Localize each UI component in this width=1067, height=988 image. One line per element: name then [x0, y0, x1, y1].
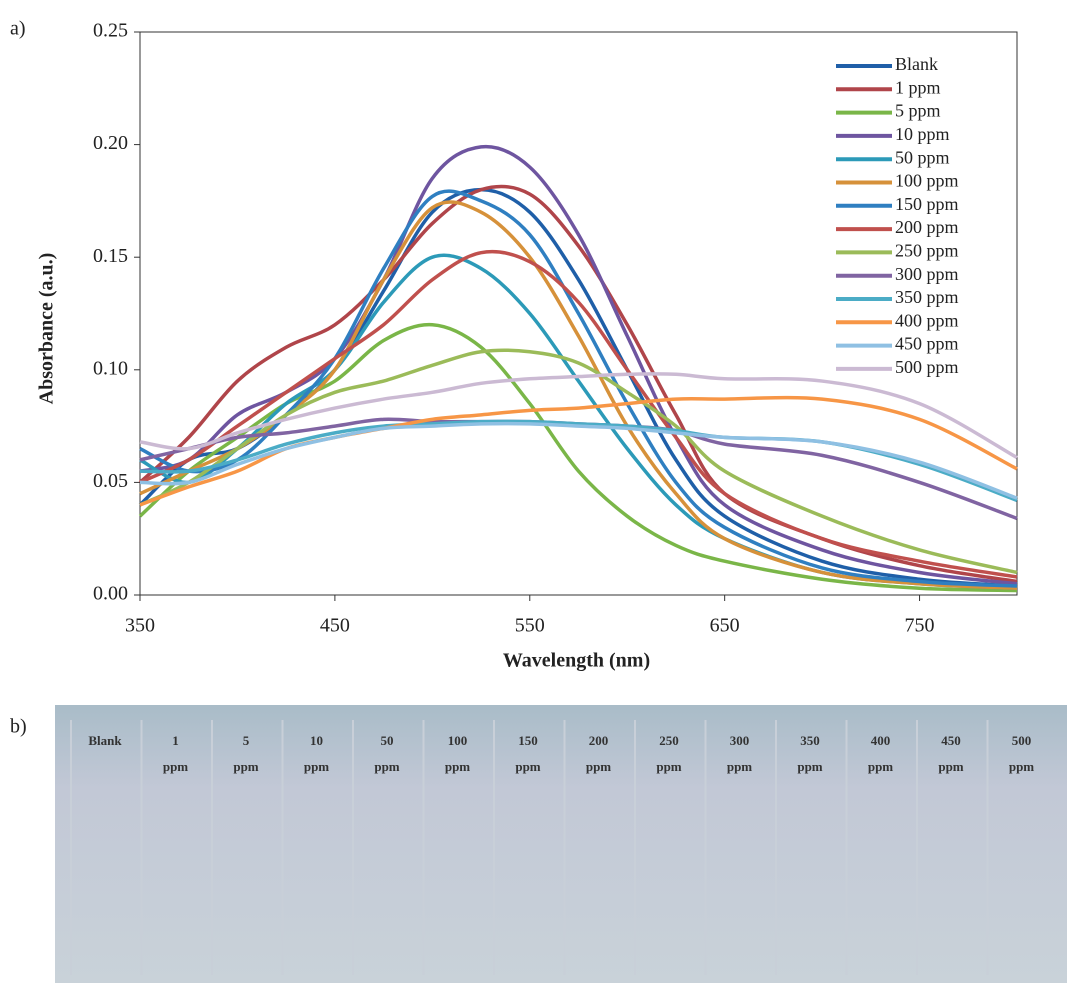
vial-label: 300	[730, 733, 750, 748]
vial-label: 500	[1012, 733, 1032, 748]
vial-label: ppm	[374, 759, 399, 774]
legend-label: 5 ppm	[895, 101, 941, 121]
legend-label: 10 ppm	[895, 124, 950, 144]
vial-label: 5	[243, 733, 250, 748]
vial-label: ppm	[163, 759, 188, 774]
y-tick-label: 0.05	[93, 470, 128, 492]
vial-label: ppm	[727, 759, 752, 774]
legend-label: 1 ppm	[895, 77, 941, 97]
vial-label: 250	[659, 733, 679, 748]
legend-label: 450 ppm	[895, 334, 959, 354]
vial-label: 100	[448, 733, 468, 748]
vial-label: 1	[172, 733, 179, 748]
vial-label: 200	[589, 733, 609, 748]
x-tick-label: 350	[125, 615, 155, 637]
vial-label: ppm	[586, 759, 611, 774]
series-line	[139, 200, 1018, 590]
legend-label: 300 ppm	[895, 264, 959, 284]
panel-label: a)	[10, 18, 26, 40]
y-tick-label: 0.10	[93, 357, 128, 379]
series-line	[139, 372, 1018, 460]
series-line	[139, 395, 1018, 507]
x-tick-label: 550	[515, 615, 545, 637]
y-tick-label: 0.20	[93, 132, 128, 154]
y-tick-label: 0.15	[93, 245, 128, 267]
vial-label: 450	[941, 733, 961, 748]
legend-label: 350 ppm	[895, 287, 959, 307]
vial-label: 50	[381, 733, 394, 748]
y-tick-label: 0.00	[93, 583, 128, 605]
photo	[55, 705, 1067, 983]
x-axis-label: Wavelength (nm)	[503, 650, 650, 672]
vial-label: ppm	[233, 759, 258, 774]
vial-label: Blank	[88, 733, 122, 748]
legend-label: 100 ppm	[895, 171, 959, 191]
series-line	[139, 144, 1018, 586]
plot-frame	[139, 31, 1018, 596]
series-line	[139, 421, 1018, 500]
legend-label: 400 ppm	[895, 310, 959, 330]
legend-label: 50 ppm	[895, 147, 950, 167]
legend-label: 250 ppm	[895, 241, 959, 261]
series-line	[139, 189, 1018, 588]
vial-label: 150	[518, 733, 538, 748]
legend-label: 200 ppm	[895, 217, 959, 237]
x-tick-label: 450	[320, 615, 350, 637]
legend-label: 150 ppm	[895, 194, 959, 214]
vial-labels: Blank 1 ppm 5 ppm 10 ppm 50 ppm 100 ppm 150 ppm 200 pp…	[70, 720, 1034, 975]
y-axis-label: Absorbance (a.u.)	[36, 253, 58, 405]
vial-label: ppm	[1009, 759, 1034, 774]
vial-label: 350	[800, 733, 820, 748]
y-tick-label: 0.25	[93, 20, 128, 42]
vial-label: ppm	[938, 759, 963, 774]
series-line	[139, 249, 1018, 579]
vial-label: ppm	[304, 759, 329, 774]
x-tick-label: 650	[710, 615, 740, 637]
legend-label: 500 ppm	[895, 357, 959, 377]
vial-label: ppm	[515, 759, 540, 774]
x-tick-label: 750	[905, 615, 935, 637]
legend-label: Blank	[895, 54, 938, 74]
series-line	[138, 187, 1018, 588]
vial-label: 10	[310, 733, 323, 748]
series-line	[138, 322, 1018, 593]
chart: 0.00 0.05 0.10 0.15 0.20 0.25 350 450 550 650 750 W…	[36, 20, 1018, 672]
vial-label: 400	[871, 733, 891, 748]
vial-label: ppm	[445, 759, 470, 774]
vial-label: ppm	[868, 759, 893, 774]
vial-label: ppm	[656, 759, 681, 774]
panel-label: b)	[10, 716, 27, 738]
vial-label: ppm	[797, 759, 822, 774]
